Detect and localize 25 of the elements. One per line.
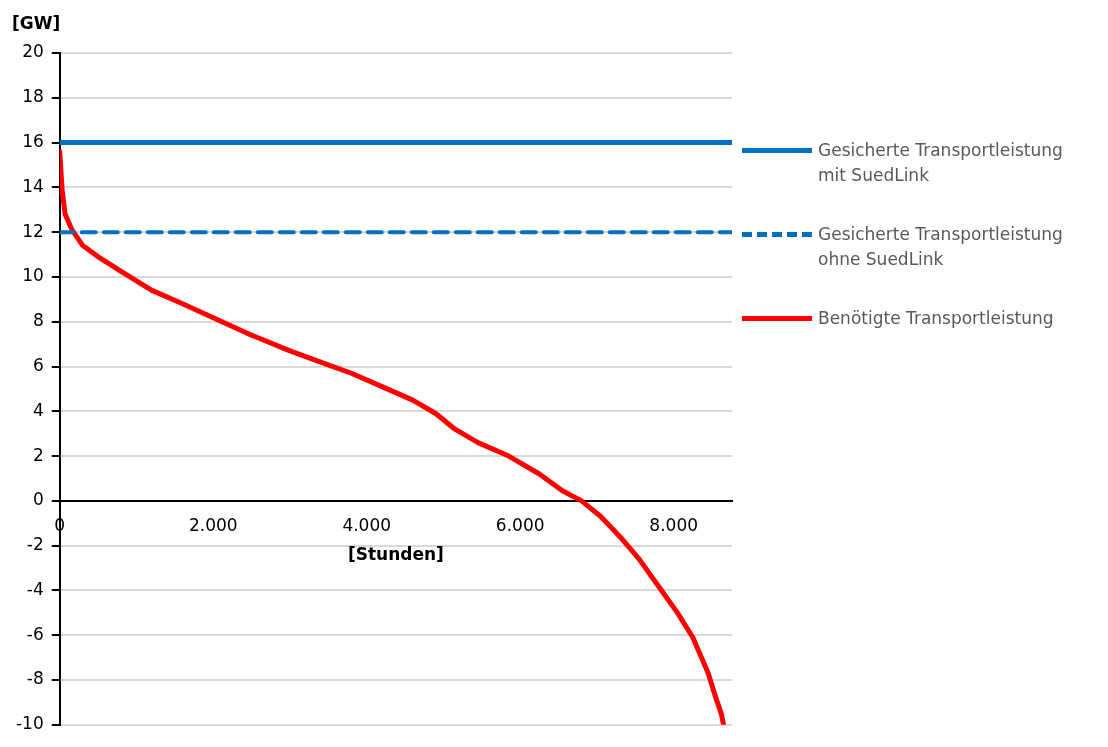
- y-tick-label: -8: [26, 668, 44, 689]
- x-tick-label: 6.000: [495, 515, 545, 536]
- y-tick-label: 18: [22, 86, 44, 107]
- x-tick-label: 4.000: [342, 515, 392, 536]
- y-tick-label: 4: [32, 399, 44, 420]
- y-tick-label: 2: [32, 444, 44, 465]
- x-tick-label: 8.000: [649, 515, 699, 536]
- legend-label: Gesicherte Transportleistung ohne SuedLink: [818, 223, 1064, 271]
- legend-label: Gesicherte Transportleistung mit SuedLink: [818, 139, 1064, 187]
- y-tick-label: 8: [32, 310, 44, 331]
- y-tick-label: 0: [32, 489, 44, 510]
- x-tick-label: 2.000: [188, 515, 238, 536]
- y-tick-label: -2: [26, 534, 44, 555]
- y-tick-label: 16: [22, 131, 44, 151]
- legend-label: Benötigte Transportleistung: [818, 307, 1054, 330]
- y-tick-label: -10: [15, 713, 44, 734]
- y-tick-label: 6: [32, 354, 44, 375]
- y-axis-title: [GW]: [12, 12, 61, 33]
- y-tick-label: 14: [22, 175, 44, 196]
- x-axis-title: [Stunden]: [347, 543, 444, 564]
- y-tick-label: -6: [26, 623, 44, 644]
- y-tick-label: 12: [22, 220, 44, 241]
- y-tick-label: 20: [22, 41, 44, 62]
- y-tick-label: 10: [22, 265, 44, 286]
- y-tick-label: -4: [26, 578, 44, 599]
